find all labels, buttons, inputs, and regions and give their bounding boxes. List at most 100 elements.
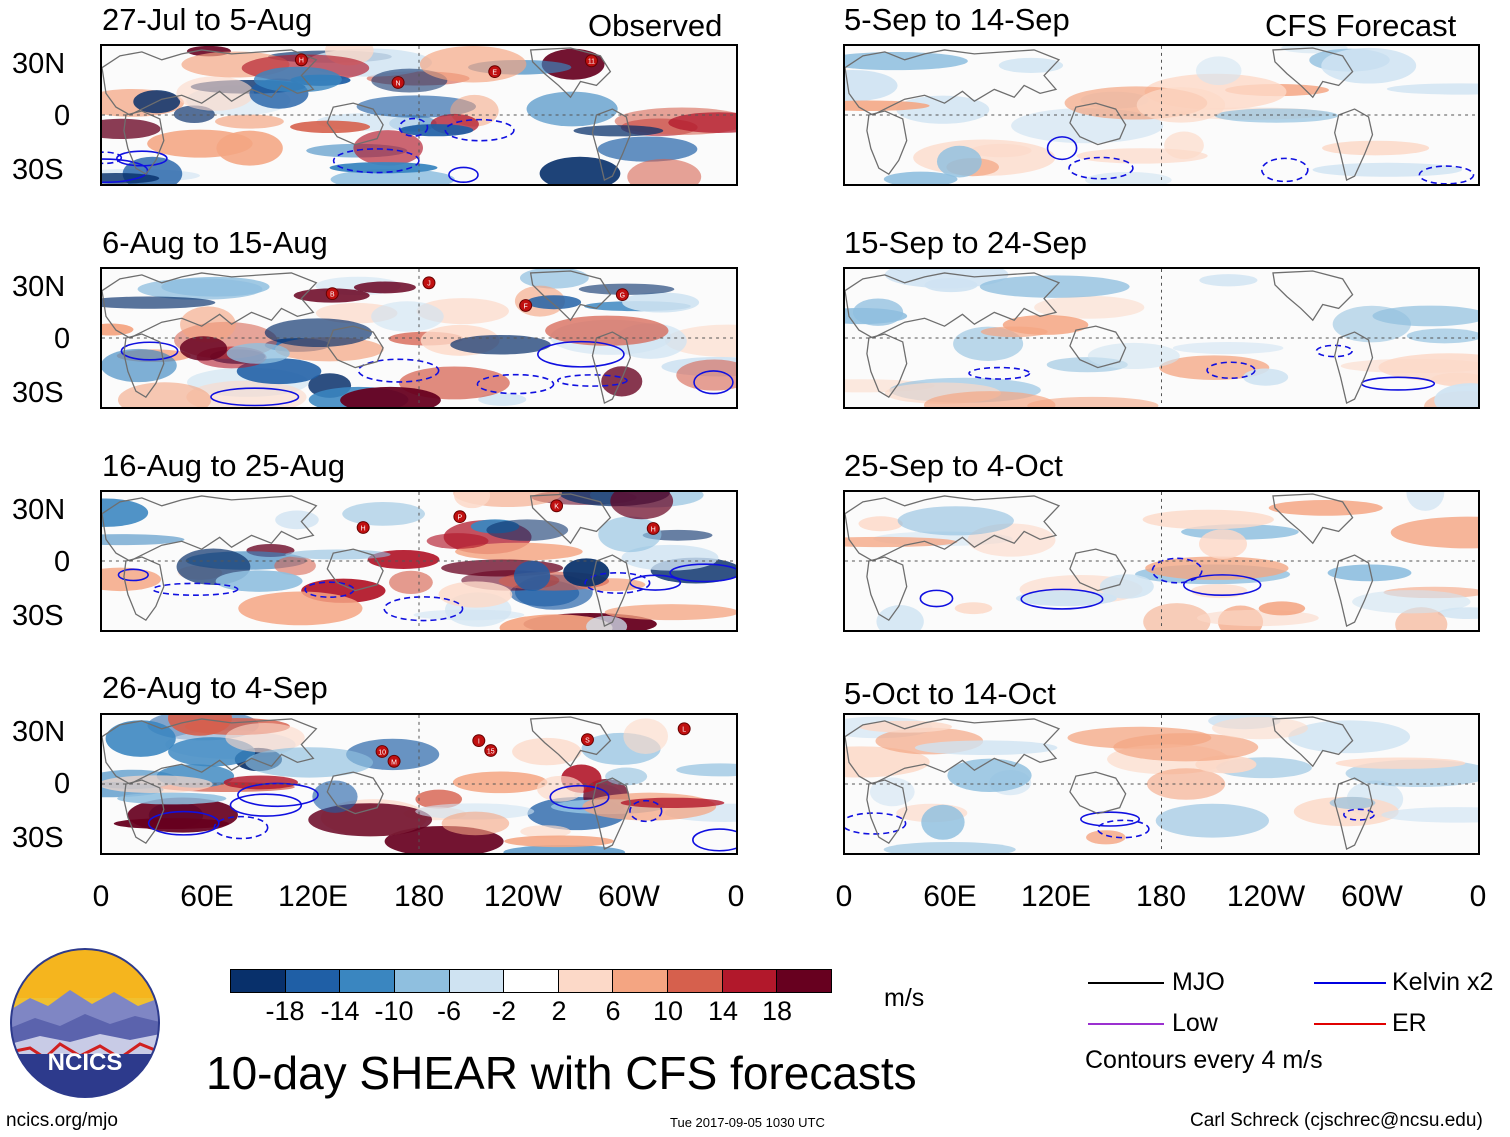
storm-marker: J: [422, 276, 436, 290]
shear-anomaly: [102, 348, 177, 383]
shear-anomaly: [1214, 108, 1339, 123]
colorbar-tick-1: -18: [265, 996, 305, 1026]
shear-anomaly: [1155, 803, 1269, 838]
shear-anomaly: [598, 516, 662, 553]
coastline: [326, 548, 384, 592]
storm-marker: S: [580, 733, 594, 747]
storm-label: P: [458, 515, 463, 522]
shear-anomaly: [884, 269, 1009, 289]
shear-anomaly: [102, 534, 185, 546]
colorbar-swatch-5: [449, 970, 505, 992]
colorbar: [230, 969, 832, 993]
shear-anomaly: [936, 145, 982, 178]
shear-anomaly: [627, 158, 702, 184]
shear-anomaly: [601, 366, 643, 397]
kelvin-contour: [669, 563, 736, 583]
shear-anomaly: [1099, 574, 1154, 599]
kelvin-contour: [476, 373, 555, 395]
kelvin-contour: [102, 158, 149, 184]
shear-anomaly: [225, 722, 305, 753]
shear-anomaly: [312, 780, 358, 813]
shear-anomaly: [539, 156, 621, 184]
shear-anomaly: [452, 771, 548, 794]
map-panel-7: [843, 490, 1480, 632]
coastline: [845, 272, 1061, 339]
kelvin-contour: [1360, 376, 1436, 391]
shear-field: M 15 S L 10 I: [102, 715, 736, 853]
map-panel-6: [843, 267, 1480, 409]
lat-label-30n: 30N: [12, 48, 66, 80]
shear-anomaly: [1268, 499, 1383, 516]
shear-anomaly: [1312, 162, 1463, 177]
shear-anomaly: [180, 306, 236, 343]
kelvin-contour: [1020, 588, 1104, 610]
colorbar-swatch-1: [231, 970, 286, 992]
shear-anomaly: [604, 604, 736, 621]
colorbar-tick-8: 10: [652, 996, 684, 1026]
lat-label-eq: 0: [54, 546, 71, 578]
shear-anomaly: [923, 391, 1056, 407]
shear-anomaly: [1195, 56, 1242, 86]
shear-anomaly: [102, 775, 213, 794]
storm-label: G: [620, 293, 625, 300]
storm-marker: H: [356, 521, 370, 534]
shear-anomaly: [1406, 328, 1478, 344]
shear-anomaly: [1211, 716, 1308, 740]
shear-anomaly: [329, 162, 438, 174]
panel-title-3: 16-Aug to 25-Aug: [102, 448, 346, 483]
shear-anomaly: [102, 323, 134, 336]
coastline: [1334, 554, 1374, 627]
shear-anomaly: [921, 804, 965, 840]
shear-anomaly: [519, 269, 589, 289]
shear-anomaly: [845, 100, 930, 111]
storm-label: M: [391, 759, 397, 766]
shear-anomaly: [102, 567, 162, 592]
shear-anomaly: [137, 278, 263, 300]
coastline: [591, 554, 632, 627]
shear-anomaly: [275, 510, 319, 530]
shear-anomaly: [914, 740, 1058, 756]
coastline: [1069, 548, 1127, 592]
panel-title-6: 15-Sep to 24-Sep: [844, 225, 1088, 260]
shear-anomaly: [883, 841, 1016, 853]
lon-label-180: 180: [393, 880, 445, 913]
storm-label: F: [524, 303, 528, 310]
kelvin-contour: [1261, 157, 1309, 183]
shear-anomaly: [415, 803, 535, 820]
shear-anomaly: [102, 118, 161, 140]
coastline: [845, 495, 1061, 562]
storm-label: S: [585, 738, 590, 745]
kelvin-contour: [448, 166, 479, 184]
storm-label: J: [427, 281, 430, 288]
panel-title-5: 5-Sep to 14-Sep: [844, 2, 1070, 37]
lat-label-eq: 0: [54, 323, 71, 355]
shear-anomaly: [264, 318, 373, 347]
kelvin-contour: [1182, 574, 1262, 596]
shear-anomaly: [1034, 295, 1145, 319]
shear-anomaly: [545, 315, 669, 346]
shear-anomaly: [453, 492, 491, 509]
colorbar-tick-6: 2: [551, 996, 567, 1026]
kelvin-contour: [693, 370, 734, 395]
shear-anomaly: [563, 558, 610, 587]
shear-anomaly: [1159, 355, 1270, 380]
storm-marker: L: [677, 722, 691, 736]
shear-anomaly: [1145, 556, 1289, 580]
shear-anomaly: [876, 605, 924, 630]
kelvin-contour: [1080, 811, 1141, 827]
shear-anomaly: [1086, 830, 1126, 845]
shear-anomaly: [455, 542, 583, 561]
shear-anomaly: [852, 298, 904, 326]
legend-label-low: Low: [1172, 1009, 1218, 1037]
footer-url[interactable]: ncics.org/mjo: [6, 1110, 118, 1131]
shear-anomaly: [226, 343, 290, 364]
lat-label-30s: 30S: [12, 154, 64, 186]
legend-label-kelvin: Kelvin x2: [1392, 968, 1494, 996]
coastline: [102, 718, 318, 785]
shear-anomaly: [1002, 314, 1089, 335]
coastline: [866, 110, 908, 175]
shear-anomaly: [513, 560, 551, 591]
coastline: [1334, 108, 1374, 181]
shear-anomaly: [1027, 396, 1159, 407]
shear-anomaly: [1142, 509, 1274, 530]
